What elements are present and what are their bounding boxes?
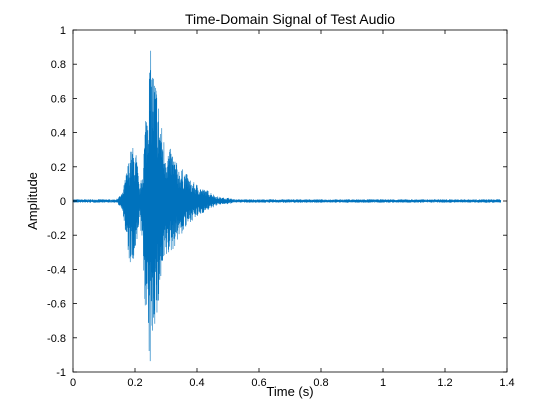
y-tick-label: 0.4: [51, 128, 66, 140]
x-tick-label: 0.4: [189, 377, 204, 389]
x-tick-label: 0.8: [313, 377, 328, 389]
x-tick-label: 0: [70, 377, 76, 389]
x-tick-label: 0.2: [127, 377, 142, 389]
y-tick-label: 0.2: [51, 162, 66, 174]
x-tick-label: 0.6: [251, 377, 266, 389]
y-tick-label: -0.8: [47, 333, 66, 345]
y-tick-label: 0.6: [51, 93, 66, 105]
y-tick-label: -0.6: [47, 299, 66, 311]
y-tick-label: 0: [60, 196, 66, 208]
y-tick-label: 0.8: [51, 59, 66, 71]
x-axis-label: Time (s): [266, 384, 313, 399]
y-tick-label: -1: [56, 367, 66, 379]
y-tick-label: 1: [60, 25, 66, 37]
plot-area: 0 0.2 0.4 0.6 0.8 1 1.2 1.4 -1 -0.8 -0.6 -0.4 -0.2 0…: [47, 25, 515, 389]
y-axis: -1 -0.8 -0.6 -0.4 -0.2 0 0.2 0.4 0.6 0.8 1: [47, 25, 507, 379]
signal-line: [72, 50, 502, 362]
x-tick-label: 1.4: [499, 377, 514, 389]
x-tick-label: 1: [380, 377, 386, 389]
y-tick-label: -0.2: [47, 230, 66, 242]
x-axis: 0 0.2 0.4 0.6 0.8 1 1.2 1.4: [70, 30, 515, 389]
y-tick-label: -0.4: [47, 264, 66, 276]
signal-layer: [72, 50, 502, 362]
chart-title: Time-Domain Signal of Test Audio: [185, 11, 395, 27]
x-tick-label: 1.2: [437, 377, 452, 389]
y-axis-label: Amplitude: [25, 172, 40, 230]
